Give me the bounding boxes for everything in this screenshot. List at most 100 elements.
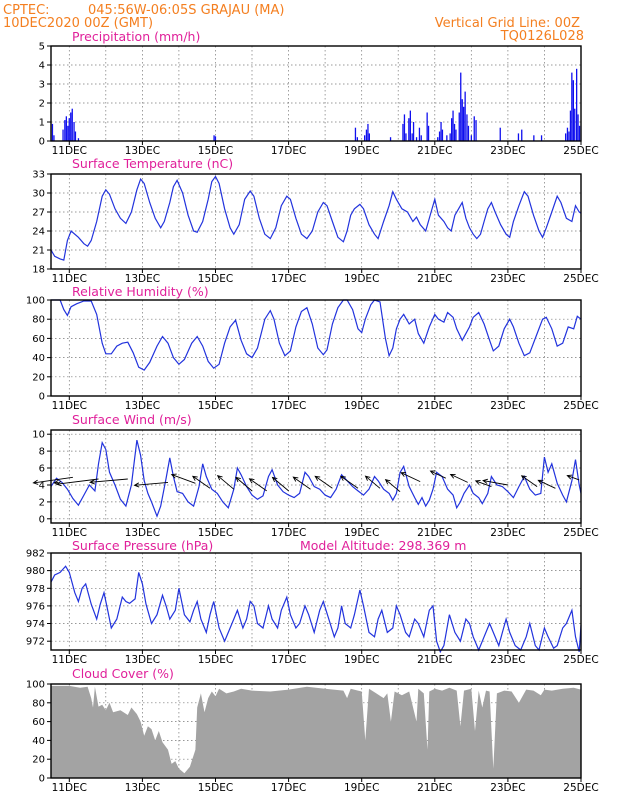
precip-bar (68, 118, 70, 141)
rh-xtick-label: 23DEC (490, 400, 525, 412)
wind-vector-arrow (384, 478, 401, 493)
pressure-xtick-label: 11DEC (52, 654, 87, 666)
precip-xtick-label: 25DEC (563, 145, 598, 157)
precip-bar (438, 131, 441, 141)
wind-vector-arrow (133, 481, 169, 488)
wind-vector-arrow (449, 473, 468, 483)
pressure-ytick-label: 972 (26, 637, 45, 648)
precip-xtick-label: 13DEC (125, 145, 160, 157)
rh-xtick-label: 21DEC (417, 400, 452, 412)
cloud-xtick-label: 25DEC (563, 782, 598, 794)
pressure-ytick-label: 974 (26, 619, 45, 630)
temp-xtick-label: 19DEC (344, 273, 379, 285)
precip-bar (463, 106, 465, 141)
temp-ytick-label: 27 (32, 208, 45, 219)
precip-bar (451, 118, 453, 141)
precip-bar (213, 135, 215, 141)
rh-frame (50, 299, 582, 397)
temp-xtick-label: 13DEC (125, 273, 160, 285)
pressure-xtick-label: 23DEC (490, 654, 525, 666)
precip-xtick-label: 11DEC (52, 145, 87, 157)
cloud-ytick-label: 100 (26, 680, 45, 691)
cloud-frame (50, 683, 582, 779)
precip-ytick-label: 0 (39, 137, 45, 148)
temp-xtick-label: 15DEC (198, 273, 233, 285)
precip-ytick-label: 2 (39, 99, 45, 110)
precip-bar (426, 112, 428, 141)
wind-vector-arrow (191, 475, 211, 489)
wind-vector-arrow (339, 475, 359, 489)
wind-title: Surface Wind (m/s) (72, 412, 192, 427)
rh-ytick-label: 100 (26, 296, 45, 307)
rh-xtick-label: 15DEC (198, 400, 233, 412)
precip-bar (521, 129, 523, 141)
precip-bar (74, 131, 77, 141)
rh-ytick-label: 80 (32, 315, 45, 326)
precip-bar (73, 122, 75, 141)
precip-bar (420, 135, 422, 141)
precip-title: Precipitation (mm/h) (72, 29, 200, 44)
cloud-xtick-label: 13DEC (125, 782, 160, 794)
cloud-xtick-label: 19DEC (344, 782, 379, 794)
precip-bar (452, 110, 454, 141)
rh-xtick-label: 11DEC (52, 400, 87, 412)
rh-xtick-label: 17DEC (271, 400, 306, 412)
precip-bar (574, 108, 576, 141)
precip-ytick-label: 5 (39, 42, 45, 53)
precip-bar (364, 135, 366, 141)
precip-bar (441, 129, 444, 141)
precip-bar (365, 129, 368, 141)
precip-bar (64, 120, 66, 141)
cloud-title: Cloud Cover (%) (72, 666, 174, 681)
wind-vector-arrow (400, 472, 421, 483)
temp-xtick-label: 23DEC (490, 273, 525, 285)
temp-xtick-label: 25DEC (563, 273, 598, 285)
wind-xtick-label: 21DEC (417, 527, 452, 539)
rh-series-line (51, 299, 582, 371)
pressure-title: Surface Pressure (hPa) (72, 538, 213, 553)
pressure-frame (50, 552, 582, 651)
pressure-xtick-label: 21DEC (417, 654, 452, 666)
precip-bar (577, 114, 579, 141)
wind-series-line (50, 439, 582, 518)
temp-ytick-label: 21 (32, 246, 45, 257)
cloud-area (51, 685, 581, 778)
wind-vector-arrow (32, 476, 73, 485)
precip-bar (427, 125, 430, 141)
wind-vector-arrow (566, 474, 580, 481)
wind-xtick-label: 15DEC (198, 527, 233, 539)
cloud-xtick-label: 21DEC (417, 782, 452, 794)
precip-bar (71, 108, 73, 141)
pressure-xtick-label: 17DEC (271, 654, 306, 666)
cloud-xtick-label: 17DEC (271, 782, 306, 794)
rh-title: Relative Humidity (%) (72, 284, 209, 299)
pressure-ytick-label: 980 (26, 566, 45, 577)
precip-bar (533, 135, 535, 141)
pressure-series-line (50, 565, 582, 654)
header-location: 045:56W-06:05S GRAJAU (MA) (88, 3, 284, 18)
rh-ytick-label: 20 (32, 372, 45, 383)
cloud-ytick-label: 40 (32, 736, 45, 747)
rh-xtick-label: 13DEC (125, 400, 160, 412)
precip-bar (475, 120, 477, 141)
wind-vector-arrow (271, 476, 289, 492)
precip-bar (461, 99, 463, 141)
precip-bar (578, 125, 581, 141)
temp-xtick-label: 17DEC (271, 273, 306, 285)
wind-xtick-label: 17DEC (271, 527, 306, 539)
precip-bar (467, 125, 470, 141)
wind-ytick-label: 0 (39, 514, 45, 525)
wind-xtick-label: 25DEC (563, 527, 598, 539)
precip-xtick-label: 21DEC (417, 145, 452, 157)
temp-series-line (50, 175, 582, 261)
rh-ytick-label: 0 (39, 392, 45, 403)
meteogram-panels: 0 1 2 3 4 5 11DEC 13DEC 15DEC 17DEC 19DEC 21DEC 23DE… (26, 29, 599, 794)
wind-vector-arrow (474, 479, 492, 488)
wind-vector-arrow (482, 478, 508, 486)
temp-xtick-label: 11DEC (52, 273, 87, 285)
precip-ytick-label: 1 (39, 118, 45, 129)
precip-bar (418, 127, 421, 141)
rh-ytick-label: 60 (32, 334, 45, 345)
precip-panel: 0 1 2 3 4 5 11DEC 13DEC 15DEC 17DEC 19DEC 21DEC 23DE… (39, 29, 599, 157)
